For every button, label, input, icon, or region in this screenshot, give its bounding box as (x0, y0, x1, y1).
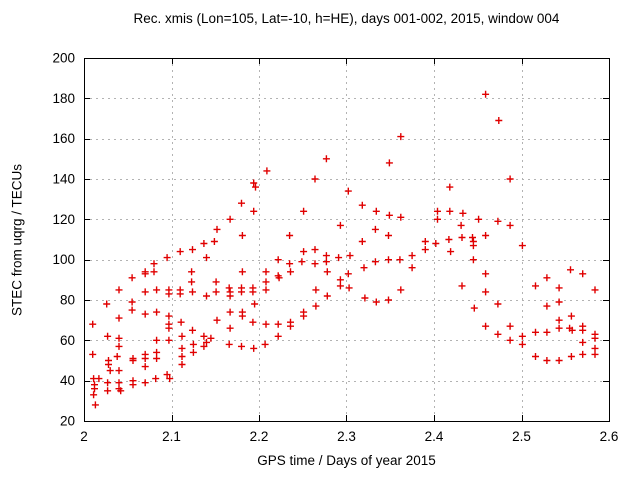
y-tick-label: 120 (52, 212, 75, 227)
scatter-markers (89, 90, 599, 409)
y-tick-label: 40 (60, 373, 75, 388)
y-tick-label: 100 (52, 252, 75, 267)
x-axis-label: GPS time / Days of year 2015 (257, 453, 436, 468)
y-tick-label: 60 (60, 333, 75, 348)
chart-title: Rec. xmis (Lon=105, Lat=-10, h=HE), days… (133, 11, 560, 26)
grid-lines (84, 58, 609, 421)
x-tick-label: 2.5 (512, 429, 531, 444)
x-tick-label: 2.2 (250, 429, 269, 444)
x-tick-label: 2 (80, 429, 88, 444)
x-tick-label: 2.1 (162, 429, 181, 444)
x-tick-label: 2.6 (600, 429, 619, 444)
y-tick-label: 200 (52, 51, 75, 66)
tick-marks (84, 58, 610, 422)
y-tick-label: 140 (52, 172, 75, 187)
x-tick-label: 2.3 (337, 429, 356, 444)
x-tick-label: 2.4 (425, 429, 444, 444)
y-tick-label: 180 (52, 91, 75, 106)
y-tick-label: 160 (52, 131, 75, 146)
y-tick-label: 20 (60, 414, 75, 429)
y-tick-label: 80 (60, 293, 75, 308)
